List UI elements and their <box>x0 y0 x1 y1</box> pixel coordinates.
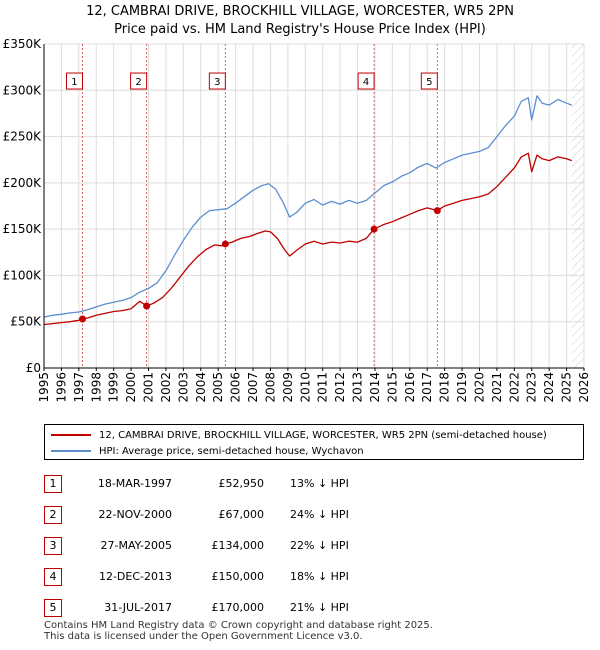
x-tick-label: 2020 <box>472 372 486 403</box>
x-tick-label: 2009 <box>281 372 295 403</box>
y-tick-label: £200K <box>3 176 43 190</box>
x-tick-label: 1997 <box>72 372 86 403</box>
x-tick-label: 2024 <box>542 372 556 403</box>
sale-row: 1 18-MAR-1997 £52,950 13% ↓ HPI <box>44 472 584 503</box>
sale-number-badge: 1 <box>44 475 62 493</box>
chart-legend: 12, CAMBRAI DRIVE, BROCKHILL VILLAGE, WO… <box>44 424 584 460</box>
sale-price: £52,950 <box>218 477 265 490</box>
legend-swatch-property <box>51 434 91 436</box>
sale-date: 22-NOV-2000 <box>98 508 172 521</box>
x-tick-label: 2021 <box>490 372 504 403</box>
y-tick-label: £50K <box>10 315 42 329</box>
x-tick-label: 2010 <box>298 372 312 403</box>
x-tick-label: 2007 <box>246 372 260 403</box>
x-tick-label: 2003 <box>176 372 190 403</box>
x-tick-label: 1998 <box>89 372 103 403</box>
x-tick-label: 2019 <box>455 372 469 403</box>
sale-marker-label-1: 1 <box>71 77 77 88</box>
footer-copyright: Contains HM Land Registry data © Crown c… <box>44 620 433 631</box>
x-tick-label: 2008 <box>263 372 277 403</box>
y-tick-label: £0 <box>26 361 41 375</box>
future-hatch-region <box>571 44 584 368</box>
sale-point-5 <box>433 207 441 215</box>
sale-hpi-diff: 21% ↓ HPI <box>290 601 349 614</box>
sale-hpi-diff: 18% ↓ HPI <box>290 570 349 583</box>
y-tick-label: £300K <box>3 83 43 97</box>
sale-price: £134,000 <box>211 539 265 552</box>
sale-date: 27-MAY-2005 <box>100 539 172 552</box>
x-tick-label: 2017 <box>420 372 434 403</box>
sale-row: 5 31-JUL-2017 £170,000 21% ↓ HPI <box>44 596 584 627</box>
sale-date: 31-JUL-2017 <box>104 601 172 614</box>
legend-item-hpi: HPI: Average price, semi-detached house,… <box>51 443 364 459</box>
sale-hpi-diff: 13% ↓ HPI <box>290 477 349 490</box>
sale-hpi-diff: 22% ↓ HPI <box>290 539 349 552</box>
sale-hpi-diff: 24% ↓ HPI <box>290 508 349 521</box>
sale-marker-box-3 <box>208 72 226 90</box>
x-tick-label: 2000 <box>124 372 138 403</box>
x-tick-label: 2002 <box>159 372 173 403</box>
sale-point-3 <box>221 240 229 248</box>
sale-marker-label-5: 5 <box>426 77 432 88</box>
x-tick-label: 2001 <box>142 372 156 403</box>
sale-row: 3 27-MAY-2005 £134,000 22% ↓ HPI <box>44 534 584 565</box>
sale-marker-label-2: 2 <box>135 77 141 88</box>
x-tick-label: 2022 <box>507 372 521 403</box>
x-tick-label: 2005 <box>211 372 225 403</box>
sale-number-badge: 2 <box>44 506 62 524</box>
sale-number-badge: 4 <box>44 568 62 586</box>
x-tick-label: 2013 <box>351 372 365 403</box>
sale-date: 18-MAR-1997 <box>97 477 172 490</box>
sale-row: 2 22-NOV-2000 £67,000 24% ↓ HPI <box>44 503 584 534</box>
legend-label-property: 12, CAMBRAI DRIVE, BROCKHILL VILLAGE, WO… <box>99 429 547 441</box>
x-tick-label: 2006 <box>229 372 243 403</box>
series-line-hpi <box>43 95 573 318</box>
y-tick-label: £250K <box>3 130 43 144</box>
x-tick-label: 2012 <box>333 372 347 403</box>
sale-row: 4 12-DEC-2013 £150,000 18% ↓ HPI <box>44 565 584 596</box>
sale-marker-box-4 <box>357 72 375 90</box>
sale-number-badge: 3 <box>44 537 62 555</box>
chart-subtitle: Price paid vs. HM Land Registry's House … <box>114 22 486 37</box>
x-tick-label: 2004 <box>194 372 208 403</box>
sale-number-badge: 5 <box>44 599 62 617</box>
chart-title: 12, CAMBRAI DRIVE, BROCKHILL VILLAGE, WO… <box>86 4 514 19</box>
x-tick-label: 2016 <box>403 372 417 403</box>
x-tick-label: 2025 <box>560 372 574 403</box>
y-tick-label: £350K <box>3 37 43 51</box>
sale-price: £150,000 <box>211 570 265 583</box>
sale-marker-label-4: 4 <box>363 77 369 88</box>
sale-point-4 <box>370 225 378 233</box>
sale-marker-label-3: 3 <box>214 77 220 88</box>
sale-marker-box-1 <box>65 72 83 90</box>
sales-table: 1 18-MAR-1997 £52,950 13% ↓ HPI 2 22-NOV… <box>44 472 584 627</box>
x-tick-label: 2026 <box>577 372 591 403</box>
y-tick-label: £150K <box>3 222 43 236</box>
legend-item-property: 12, CAMBRAI DRIVE, BROCKHILL VILLAGE, WO… <box>51 427 547 443</box>
sale-point-1 <box>78 315 86 323</box>
x-tick-label: 2023 <box>525 372 539 403</box>
x-tick-label: 2014 <box>368 372 382 403</box>
sale-point-2 <box>143 302 151 310</box>
footer-licence: This data is licensed under the Open Gov… <box>44 631 363 642</box>
sale-date: 12-DEC-2013 <box>98 570 172 583</box>
legend-label-hpi: HPI: Average price, semi-detached house,… <box>99 445 364 457</box>
sale-marker-box-5 <box>420 72 438 90</box>
x-tick-label: 1996 <box>54 372 68 403</box>
x-tick-label: 2015 <box>385 372 399 403</box>
series-line-property <box>43 152 573 326</box>
y-tick-label: £100K <box>3 268 43 282</box>
x-tick-label: 1995 <box>37 372 51 403</box>
sale-marker-box-2 <box>130 72 148 90</box>
x-tick-label: 1999 <box>107 372 121 403</box>
x-tick-label: 2011 <box>316 372 330 403</box>
x-tick-label: 2018 <box>438 372 452 403</box>
legend-swatch-hpi <box>51 450 91 452</box>
footer-credits: Contains HM Land Registry data © Crown c… <box>44 620 433 642</box>
price-chart: £0 £50K £100K £150K £200K £250K £300K £350K 1995… <box>3 37 591 403</box>
sale-price: £170,000 <box>211 601 265 614</box>
sale-price: £67,000 <box>218 508 265 521</box>
